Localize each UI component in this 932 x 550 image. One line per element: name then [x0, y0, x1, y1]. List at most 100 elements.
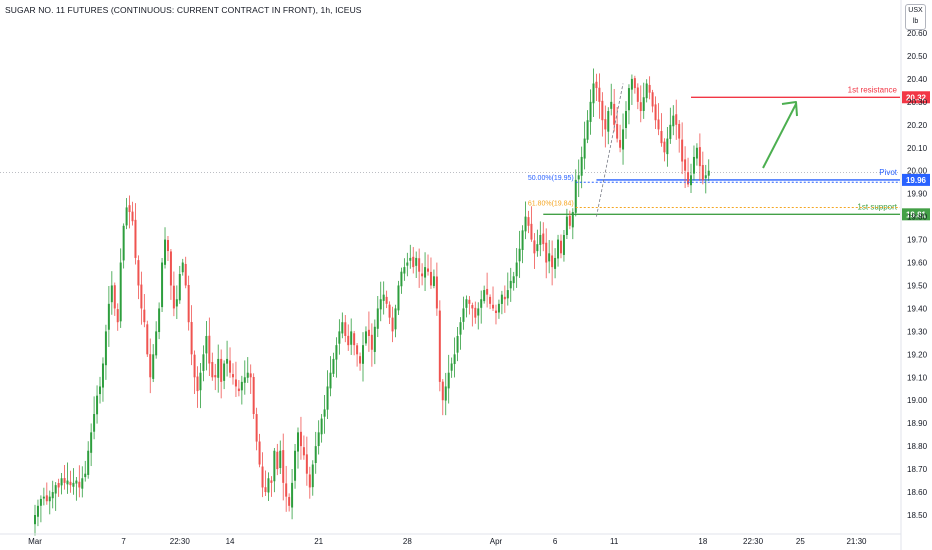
x-tick-label-12: 21:30 — [846, 537, 867, 546]
candle-221 — [687, 157, 690, 188]
candle-body — [243, 377, 246, 383]
y-tick-label-3: 18.80 — [907, 442, 928, 451]
candle-158 — [500, 290, 503, 315]
support-level[interactable]: 1st support 19.81 — [543, 202, 930, 221]
candle-body — [261, 466, 264, 488]
candle-body — [110, 285, 113, 303]
candle-body — [101, 363, 104, 388]
candle-117 — [379, 281, 382, 322]
candle-107 — [350, 318, 353, 355]
candle-201 — [627, 84, 630, 125]
candle-148 — [471, 302, 474, 327]
candle-183 — [574, 169, 577, 217]
candle-112 — [364, 326, 367, 346]
candle-47 — [172, 271, 175, 317]
candle-108 — [353, 330, 356, 356]
candle-body — [465, 299, 468, 308]
pivot-level[interactable]: Pivot 19.96 — [596, 168, 930, 186]
candle-body — [125, 207, 128, 226]
candle-body — [438, 310, 441, 382]
candle-91 — [302, 435, 305, 460]
candle-81 — [273, 447, 276, 493]
candle-135 — [432, 269, 435, 289]
candle-body — [601, 100, 604, 121]
candle-126 — [406, 252, 409, 277]
candle-body — [477, 308, 480, 316]
candle-3 — [42, 487, 45, 506]
candle-body — [382, 294, 385, 301]
candle-78 — [264, 470, 267, 497]
candle-43 — [161, 258, 164, 313]
candle-body — [279, 450, 282, 469]
candle-body — [42, 496, 45, 499]
candle-138 — [441, 379, 444, 416]
candle-body — [338, 331, 341, 344]
fib-level-1[interactable]: 61.80%(19.84) — [528, 200, 900, 208]
candle-69 — [237, 380, 240, 397]
candle-body — [229, 360, 232, 373]
candle-body — [299, 431, 302, 447]
arrow-head-icon — [781, 101, 798, 117]
candle-74 — [252, 373, 255, 419]
candle-14 — [75, 476, 78, 501]
candle-body — [57, 483, 60, 488]
candle-26 — [110, 271, 113, 315]
candle-118 — [382, 281, 385, 315]
candle-168 — [530, 206, 533, 242]
candle-body — [669, 124, 672, 139]
candle-body — [356, 345, 359, 355]
candle-58 — [205, 321, 208, 371]
candle-body — [412, 256, 415, 268]
y-tick-label-14: 19.90 — [907, 190, 928, 199]
x-tick-label-11: 25 — [796, 537, 805, 546]
candle-body — [379, 299, 382, 310]
projection-arrow[interactable] — [762, 101, 798, 169]
candle-body — [518, 248, 521, 262]
candle-body — [583, 138, 586, 159]
candle-65 — [226, 340, 229, 377]
candle-body — [613, 103, 616, 125]
candle-64 — [223, 360, 226, 390]
fib-level-0[interactable]: 50.00%(19.95) — [528, 175, 900, 183]
candle-body — [657, 119, 660, 130]
candle-body — [639, 102, 642, 112]
currency-unit-selector[interactable]: USX lb — [905, 4, 926, 30]
candle-125 — [403, 258, 406, 281]
candle-32 — [128, 195, 131, 229]
resistance-level[interactable]: 1st resistance 20.32 — [691, 85, 930, 104]
candle-body — [509, 280, 512, 289]
candle-139 — [444, 372, 447, 416]
candle-175 — [551, 240, 554, 286]
candle-body — [421, 273, 424, 277]
candle-99 — [326, 370, 329, 420]
candle-124 — [400, 267, 403, 294]
candle-141 — [450, 357, 453, 378]
x-tick-label-2: 22:30 — [170, 537, 191, 546]
candle-76 — [258, 433, 261, 468]
candle-206 — [642, 82, 645, 119]
candle-body — [492, 304, 495, 309]
candle-body — [610, 101, 613, 109]
candle-body — [675, 114, 678, 125]
y-tick-label-1: 18.60 — [907, 488, 928, 497]
candle-37 — [143, 294, 146, 328]
candle-53 — [190, 305, 193, 366]
y-tick-label-9: 19.40 — [907, 304, 928, 313]
candle-body — [462, 308, 465, 322]
candle-93 — [308, 466, 311, 499]
candle-170 — [536, 229, 539, 257]
candle-body — [701, 165, 704, 180]
candle-body — [385, 296, 388, 304]
candle-187 — [586, 110, 589, 144]
y-tick-label-5: 19.00 — [907, 396, 928, 405]
candle-216 — [672, 105, 675, 136]
candle-body — [619, 139, 622, 148]
candle-211 — [657, 103, 660, 136]
candle-156 — [494, 304, 497, 325]
candle-body — [72, 482, 75, 487]
candle-103 — [338, 319, 341, 355]
candle-body — [539, 234, 542, 245]
measure-label: lb — [912, 18, 919, 25]
candle-54 — [193, 350, 196, 395]
